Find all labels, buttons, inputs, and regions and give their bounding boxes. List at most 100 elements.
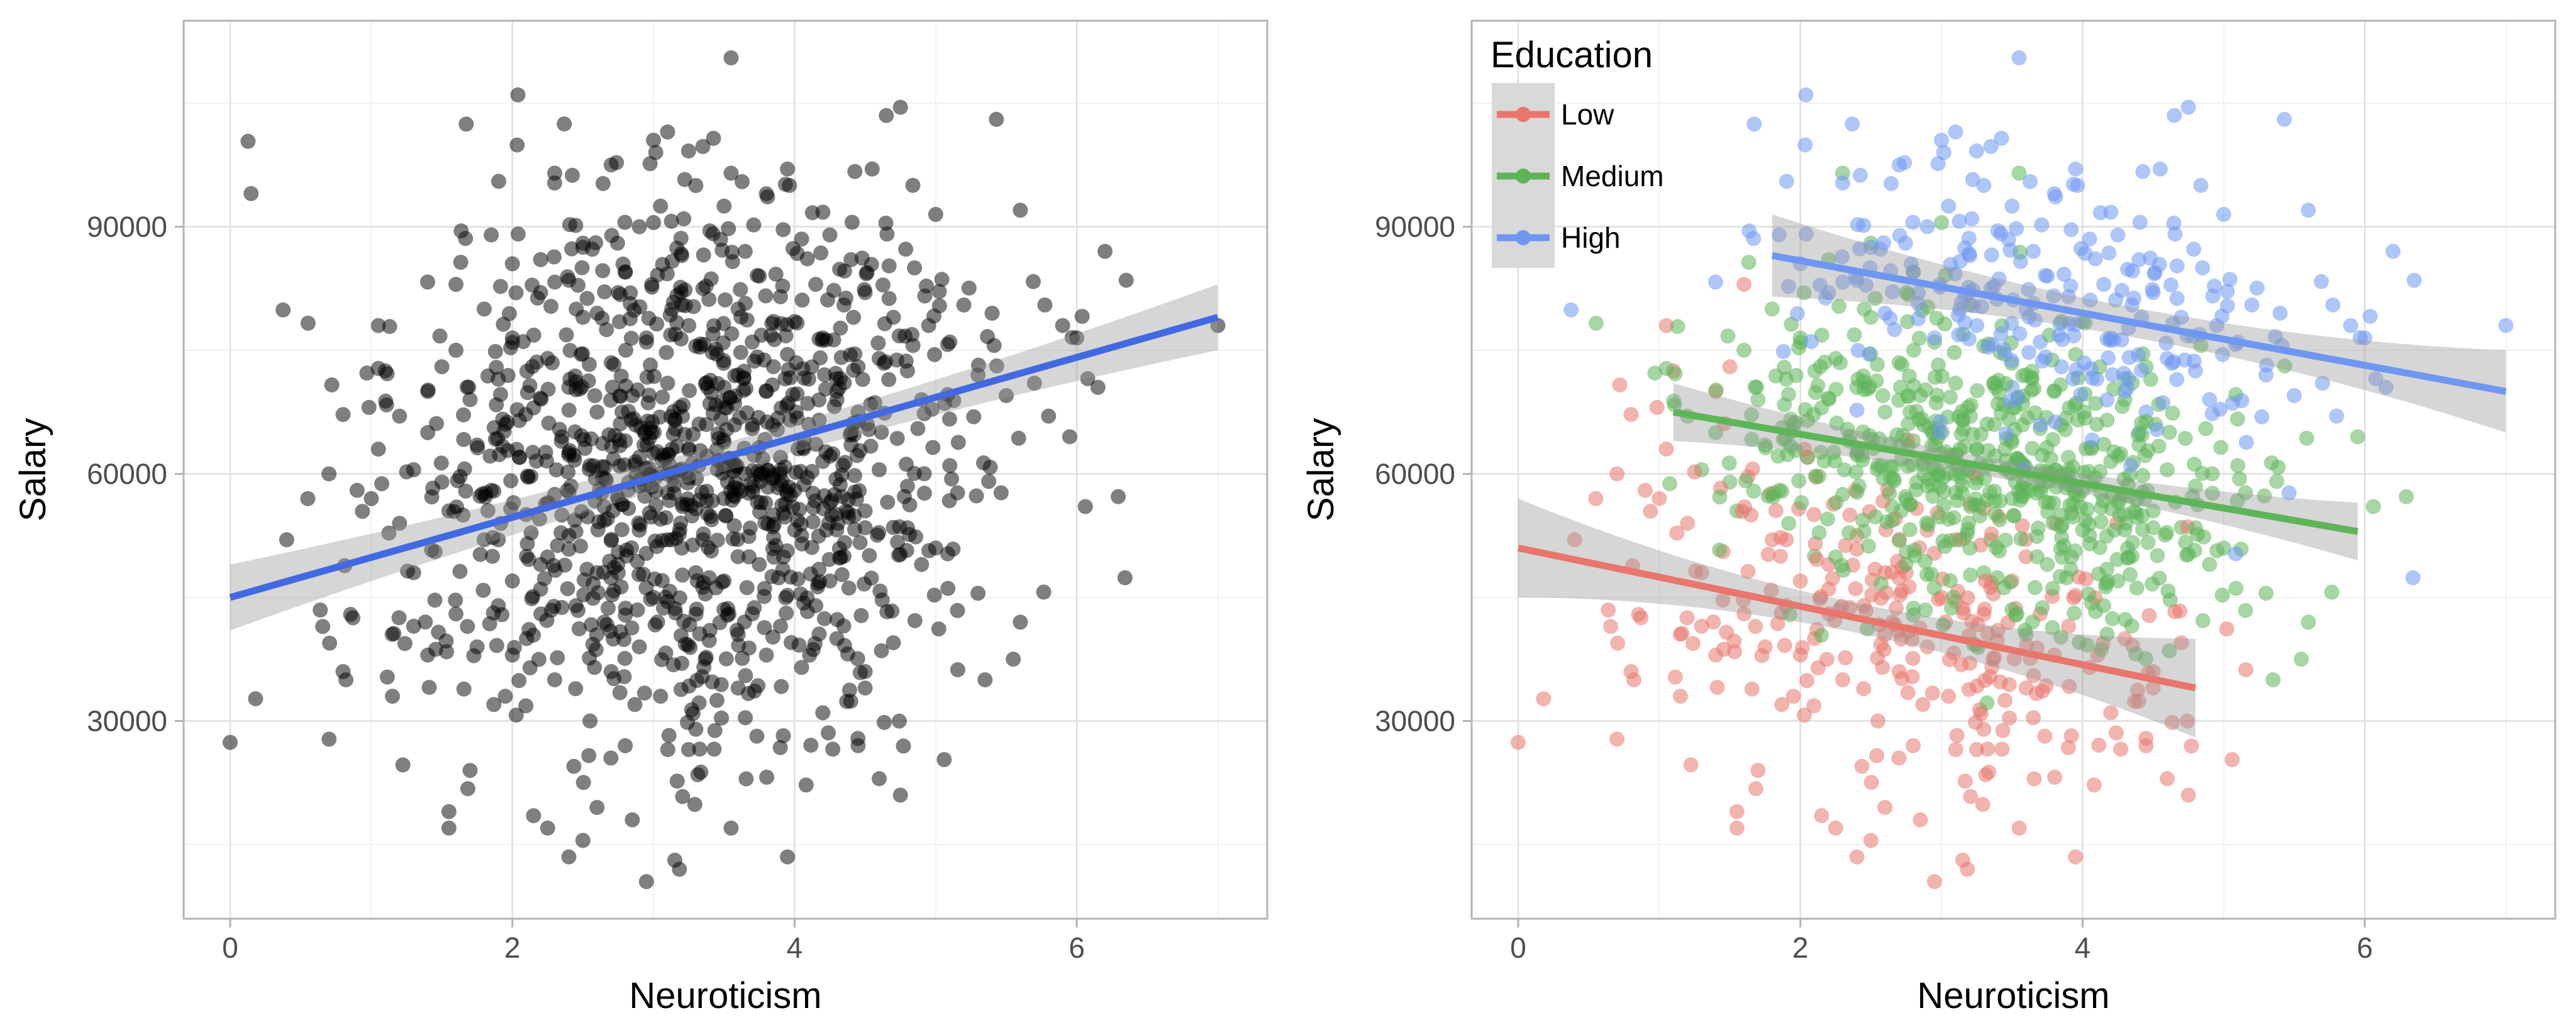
data-point: [2094, 641, 2109, 657]
data-point: [618, 379, 634, 394]
data-point: [596, 512, 612, 528]
data-point: [1669, 525, 1685, 541]
data-point: [424, 489, 440, 505]
data-point: [1748, 619, 1763, 634]
data-point: [881, 291, 897, 306]
data-point: [526, 628, 541, 643]
data-point: [1848, 464, 1864, 480]
data-point: [1794, 640, 1810, 655]
data-point: [716, 602, 732, 617]
data-point: [523, 468, 539, 484]
data-point: [1074, 309, 1090, 324]
data-point: [655, 389, 670, 405]
data-point: [2098, 579, 2114, 595]
data-point: [1867, 291, 1883, 306]
data-point: [2065, 371, 2081, 387]
data-point: [489, 638, 504, 653]
data-point: [2082, 292, 2098, 308]
data-point: [2116, 365, 2131, 381]
data-point: [832, 550, 847, 566]
data-point: [2107, 523, 2123, 538]
data-point: [906, 465, 922, 481]
data-point: [1870, 713, 1886, 729]
data-point: [2040, 557, 2055, 572]
data-point: [777, 371, 793, 387]
data-point: [2214, 587, 2230, 603]
data-point: [855, 372, 870, 387]
data-point: [1773, 548, 1788, 564]
data-point: [345, 610, 361, 626]
data-point: [1746, 116, 1762, 132]
data-point: [907, 260, 923, 275]
data-point: [601, 601, 616, 616]
data-point: [503, 340, 518, 355]
data-point: [775, 728, 791, 744]
data-point: [2219, 298, 2235, 314]
data-point: [595, 263, 611, 279]
data-point: [2018, 481, 2034, 497]
data-point: [2063, 278, 2079, 294]
data-point: [1849, 541, 1865, 557]
data-point: [1799, 673, 1815, 689]
data-point: [2063, 728, 2079, 744]
data-point: [1841, 525, 1857, 541]
data-point: [977, 672, 993, 688]
data-point: [2006, 507, 2021, 523]
data-point: [872, 771, 887, 787]
data-point: [1892, 587, 1908, 603]
data-point: [714, 574, 730, 590]
data-point: [843, 252, 859, 267]
data-point: [741, 529, 757, 545]
data-point: [2228, 580, 2244, 596]
data-point: [1836, 462, 1852, 478]
data-point: [724, 254, 740, 269]
data-point: [704, 512, 719, 528]
data-point: [1683, 757, 1699, 773]
data-point: [2234, 393, 2250, 408]
data-point: [1118, 272, 1134, 288]
data-point: [1996, 341, 2011, 357]
data-point: [857, 576, 872, 592]
data-point: [490, 431, 506, 446]
data-point: [891, 713, 907, 729]
data-point: [300, 316, 316, 331]
data-point: [1712, 542, 1728, 558]
data-point: [385, 689, 400, 704]
data-point: [896, 738, 911, 754]
data-point: [1820, 511, 1835, 527]
data-point: [780, 849, 796, 865]
data-point: [1852, 241, 1868, 257]
data-point: [1953, 657, 1969, 673]
data-point: [606, 357, 622, 372]
data-point: [2165, 406, 2180, 421]
data-point: [2151, 438, 2167, 454]
data-point: [772, 739, 788, 755]
data-point: [1911, 330, 1927, 346]
data-point: [680, 475, 696, 491]
data-point: [2002, 710, 2018, 726]
data-point: [1835, 672, 1850, 688]
data-point: [665, 426, 681, 442]
data-point: [2350, 429, 2365, 445]
data-point: [589, 404, 605, 420]
data-point: [618, 738, 633, 753]
data-point: [1856, 374, 1872, 390]
data-point: [1891, 750, 1907, 766]
data-point: [782, 413, 798, 428]
data-point: [681, 441, 697, 457]
data-point: [2399, 489, 2414, 504]
data-point: [533, 390, 548, 406]
data-point: [2238, 435, 2254, 450]
data-point: [570, 277, 586, 293]
data-point: [1911, 311, 1926, 326]
data-point: [631, 449, 647, 465]
data-point: [2053, 629, 2068, 645]
data-point: [1609, 731, 1625, 747]
data-point: [638, 580, 654, 595]
data-point: [826, 282, 841, 298]
data-point: [279, 532, 294, 548]
data-point: [2258, 585, 2274, 601]
data-point: [879, 108, 894, 123]
data-point: [2219, 621, 2235, 637]
data-point: [2138, 651, 2153, 667]
